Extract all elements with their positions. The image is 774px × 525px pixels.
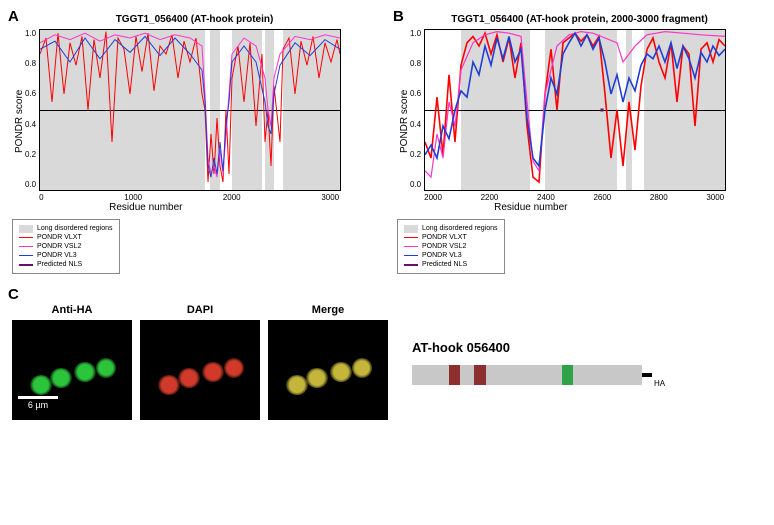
schematic-title: AT-hook 056400 [412,340,762,355]
legend-shade-label: Long disordered regions [422,224,498,233]
micro-dapi-image [140,320,260,420]
legend-nls-swatch [404,264,418,266]
panel-a: A TGGT1_056400 (AT-hook protein) PONDR s… [12,12,377,274]
legend-vlxt-label: PONDR VLXT [422,233,467,242]
chart-a-lines [40,30,340,190]
ha-tag-line [642,373,652,377]
micro-merge-image [268,320,388,420]
chart-b-ylabel: PONDR score [397,29,410,213]
panel-a-letter: A [8,8,19,25]
legend-vl3-swatch [404,255,418,256]
scalebar-text: 6 µm [28,400,48,410]
chart-a-plot [39,29,341,191]
legend-vlxt-swatch [19,237,33,238]
chart-a-xlabel: Residue number [109,202,341,213]
legend-nls-swatch [19,264,33,266]
legend-nls-label: Predicted NLS [422,260,467,269]
chart-a-legend: Long disordered regions PONDR VLXT PONDR… [12,219,120,274]
chart-b-title: TGGT1_056400 (AT-hook protein, 2000-3000… [397,14,762,25]
schematic-bar [412,365,642,385]
micro-antiha-title: Anti-HA [12,304,132,316]
legend-shade-label: Long disordered regions [37,224,113,233]
legend-vl3-label: PONDR VL3 [37,251,77,260]
legend-vsl2-swatch [404,246,418,247]
panel-c: C Anti-HA 6 µm DAPI Merge [12,304,388,420]
panel-b: B TGGT1_056400 (AT-hook protein, 2000-30… [397,12,762,274]
legend-vsl2-swatch [19,246,33,247]
micro-dapi-title: DAPI [140,304,260,316]
legend-nls-label: Predicted NLS [37,260,82,269]
chart-b-legend: Long disordered regions PONDR VLXT PONDR… [397,219,505,274]
ha-tag-label: HA [654,379,665,388]
legend-vsl2-label: PONDR VSL2 [37,242,81,251]
schematic-block: AT-hook 056400 HA [412,340,762,385]
legend-shade-swatch [19,225,33,233]
chart-b-plot [424,29,726,191]
chart-b-lines [425,30,725,190]
chart-a-ylabel: PONDR score [12,29,25,213]
panel-b-letter: B [393,8,404,25]
legend-vlxt-swatch [404,237,418,238]
scalebar: 6 µm [18,396,58,410]
micro-merge-title: Merge [268,304,388,316]
legend-vl3-label: PONDR VL3 [422,251,462,260]
chart-b-xticks: 200022002400260028003000 [424,193,724,202]
chart-b-yticks: 1.00.80.60.40.20.0 [410,29,424,189]
legend-shade-swatch [404,225,418,233]
chart-a-xticks: 0100020003000 [39,193,339,202]
legend-vlxt-label: PONDR VLXT [37,233,82,242]
legend-vsl2-label: PONDR VSL2 [422,242,466,251]
chart-b-xlabel: Residue number [494,202,726,213]
legend-vl3-swatch [19,255,33,256]
micro-antiha-image: 6 µm [12,320,132,420]
chart-a-title: TGGT1_056400 (AT-hook protein) [12,14,377,25]
panel-c-letter: C [8,286,19,303]
chart-a-yticks: 1.00.80.60.40.20.0 [25,29,39,189]
scalebar-bar [18,396,58,399]
